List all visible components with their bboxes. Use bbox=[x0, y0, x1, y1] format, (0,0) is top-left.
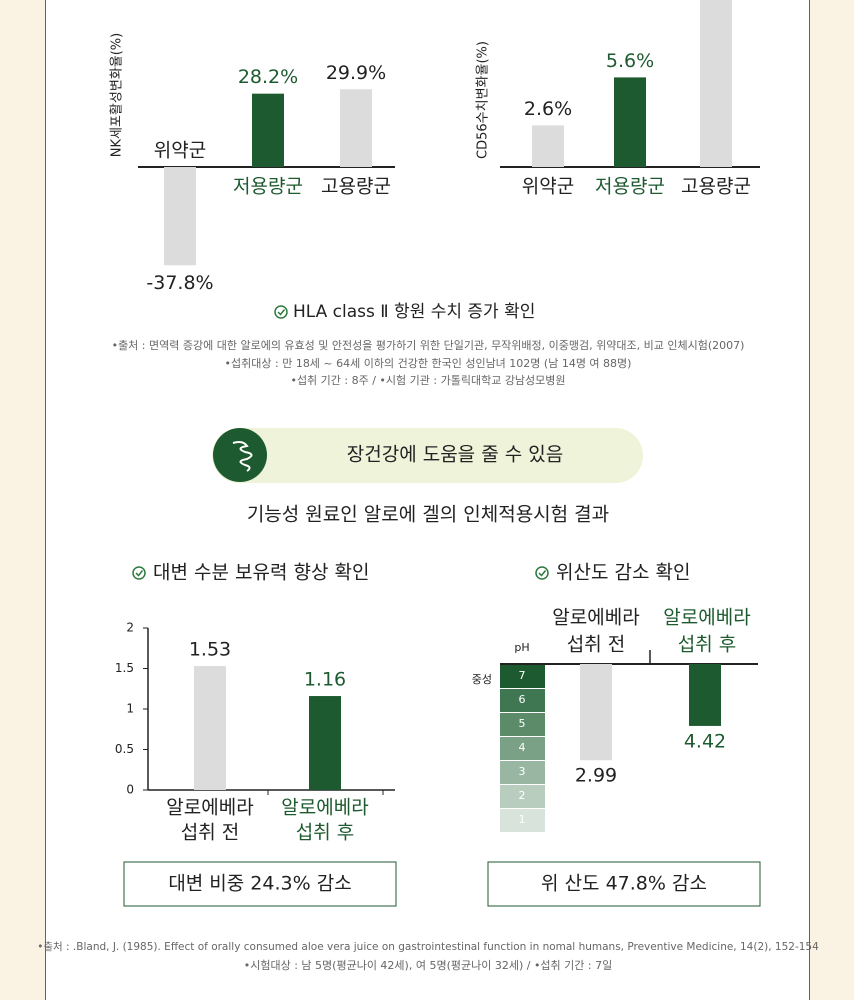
summary-box bbox=[123, 861, 397, 907]
ph-label: 5 bbox=[519, 717, 526, 730]
category-label: 섭취 후 bbox=[678, 634, 736, 656]
category-label: 위약군 bbox=[522, 176, 574, 198]
subtitle: 기능성 원료인 알로에 겔의 인체적용시험 결과 bbox=[247, 504, 609, 526]
axis-label: CD56수치변화율(%) bbox=[476, 41, 491, 159]
source-line: •섭취 기간 : 8주 / •시험 기관 : 가톨릭대학교 강남성모병원 bbox=[290, 374, 565, 387]
y-tick-label: 1.5 bbox=[115, 661, 134, 675]
axis-label: pH bbox=[514, 641, 529, 654]
summary-box bbox=[487, 861, 761, 907]
chart-title: 대변 수분 보유력 향상 확인 bbox=[153, 562, 369, 584]
value-label: 1.53 bbox=[189, 639, 231, 661]
value-label: 2.99 bbox=[575, 765, 617, 787]
category-label: 섭취 후 bbox=[296, 822, 354, 844]
bar bbox=[532, 125, 564, 167]
ph-label: 6 bbox=[519, 693, 526, 706]
category-label: 섭취 전 bbox=[181, 822, 239, 844]
bar bbox=[614, 77, 646, 167]
ph-label: 3 bbox=[519, 765, 526, 778]
value-label: 2.6% bbox=[524, 98, 572, 120]
category-label: 알로에베라 bbox=[281, 797, 368, 819]
bar bbox=[252, 93, 284, 167]
ph-block bbox=[500, 785, 545, 808]
category-label: 고용량군 bbox=[681, 176, 751, 198]
hla-note: HLA class Ⅱ 항원 수치 증가 확인 bbox=[293, 302, 535, 322]
summary-text: 위 산도 47.8% 감소 bbox=[541, 873, 707, 895]
category-label: 알로에베라 bbox=[552, 607, 639, 629]
value-label: -37.8% bbox=[146, 272, 213, 294]
y-tick-label: 0.5 bbox=[115, 742, 134, 756]
category-label: 알로에베라 bbox=[663, 607, 750, 629]
chart-title: 위산도 감소 확인 bbox=[556, 562, 690, 584]
bar bbox=[700, 0, 732, 167]
y-tick-label: 0 bbox=[126, 783, 134, 797]
category-label: 알로에베라 bbox=[166, 797, 253, 819]
axis-label: NK세포활성변화율(%) bbox=[110, 33, 125, 157]
bar bbox=[689, 664, 721, 726]
y-tick-label: 1 bbox=[126, 702, 134, 716]
source-line: •섭취대상 : 만 18세 ~ 64세 이하의 건강한 한국인 성인남녀 102… bbox=[225, 356, 632, 370]
category-label: 고용량군 bbox=[321, 176, 391, 198]
value-label: 1.16 bbox=[304, 669, 346, 691]
category-label: 저용량군 bbox=[233, 176, 303, 198]
ph-label: 4 bbox=[519, 741, 526, 754]
ph-label: 2 bbox=[519, 789, 526, 802]
category-label: 위약군 bbox=[154, 140, 206, 162]
value-label: 29.9% bbox=[326, 62, 386, 84]
bar bbox=[194, 666, 226, 790]
source-line: •출처 : .Bland, J. (1985). Effect of orall… bbox=[37, 941, 819, 953]
summary-text: 대변 비중 24.3% 감소 bbox=[168, 873, 351, 895]
gut-icon-bg bbox=[213, 428, 267, 482]
ph-label: 1 bbox=[519, 813, 526, 826]
ph-block bbox=[500, 809, 545, 832]
bar bbox=[580, 664, 612, 761]
check-icon bbox=[535, 566, 549, 580]
check-icon bbox=[132, 566, 146, 580]
category-label: 섭취 전 bbox=[567, 634, 625, 656]
bar bbox=[340, 89, 372, 167]
banner-pill bbox=[212, 428, 643, 483]
value-label: 5.6% bbox=[606, 50, 654, 72]
check-icon bbox=[274, 305, 288, 319]
ph-block bbox=[500, 761, 545, 784]
value-label: 28.2% bbox=[238, 66, 298, 88]
ph-block bbox=[500, 737, 545, 760]
gut-icon bbox=[232, 441, 253, 472]
neutral-label: 중성 bbox=[472, 673, 492, 686]
ph-block bbox=[500, 713, 545, 736]
bar bbox=[309, 696, 341, 790]
value-label: 4.42 bbox=[684, 730, 726, 752]
bar bbox=[164, 167, 196, 266]
banner-text: 장건강에 도움을 줄 수 있음 bbox=[347, 444, 563, 466]
ph-block bbox=[500, 689, 545, 712]
source-line: •출처 : 면역력 증강에 대한 알로에의 유효성 및 안전성을 평가하기 위한… bbox=[112, 338, 745, 352]
ph-label: 7 bbox=[519, 669, 526, 682]
ph-block bbox=[500, 665, 545, 688]
y-tick-label: 2 bbox=[126, 621, 134, 635]
source-line: •시험대상 : 남 5명(평균나이 42세), 여 5명(평균나이 32세) /… bbox=[244, 958, 612, 972]
category-label: 저용량군 bbox=[595, 176, 665, 198]
